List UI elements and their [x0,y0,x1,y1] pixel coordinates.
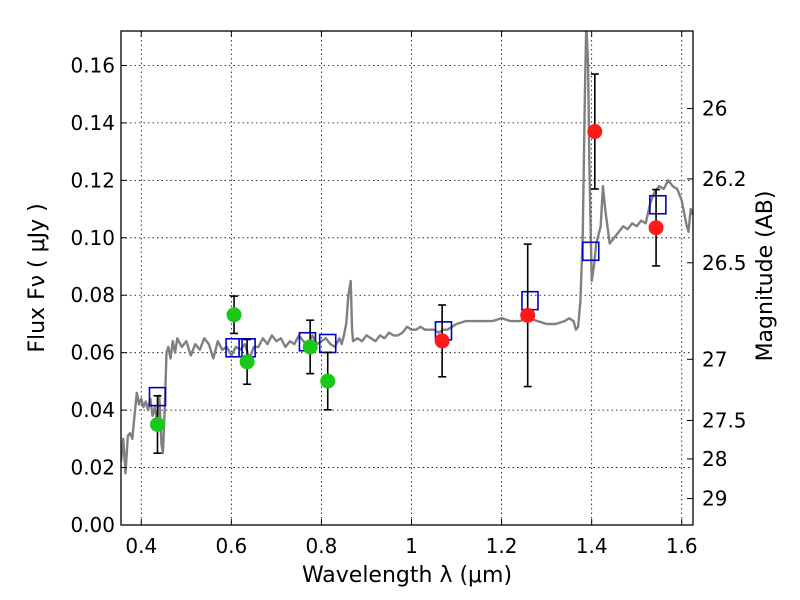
y-tick-label: 0.16 [70,53,115,77]
y-tick-label: 0.04 [70,398,115,422]
y-tick-label: 0.00 [70,513,115,537]
y-tick-label: 0.10 [70,226,115,250]
x-tick-label: 0.4 [125,534,157,558]
x-axis-title: Wavelength λ (μm) [302,563,512,588]
ir-point [520,307,536,323]
x-tick-label: 1.4 [576,534,608,558]
x-tick-label: 0.8 [306,534,338,558]
model-photometry-box [581,241,600,262]
x-tick-label: 0.6 [215,534,247,558]
y2-tick-label: 27.5 [702,408,747,432]
hst-point [320,373,336,389]
hst-point [226,307,242,323]
hst-point [239,354,255,370]
y-axis-title-right: Magnitude (AB) [753,191,778,362]
y-tick-label: 0.14 [70,111,115,135]
y2-tick-label: 26 [702,97,727,121]
y2-tick-label: 27 [702,347,727,371]
y2-tick-label: 26.2 [702,167,747,191]
y2-tick-label: 28 [702,447,727,471]
grid-lines [121,31,693,525]
x-tick-label: 1 [405,534,418,558]
model-spectrum-line [121,31,693,475]
hst-point [302,339,318,355]
model-photometry-layer [148,194,667,407]
tick-marks [121,31,693,526]
x-tick-label: 1.2 [486,534,518,558]
model-photometry-box [318,333,337,354]
y-axis-title-left: Flux Fν ( μJy ) [25,203,50,352]
y2-tick-label: 26.5 [702,251,747,275]
y-tick-label: 0.06 [70,341,115,365]
x-tick-label: 1.6 [666,534,698,558]
tick-labels: 0.4 0.6 0.8 1 1.2 1.4 1.6 0.00 0.02 0.04 0.06 0.08 0… [70,53,746,558]
model-photometry-box [521,290,539,311]
model-photometry-box [225,337,243,358]
ir-point [648,220,664,236]
y-tick-label: 0.02 [70,456,115,480]
model-photometry-box [649,194,667,215]
y-tick-label: 0.08 [70,283,115,307]
plot-frame [120,30,694,526]
hst-point [149,416,165,432]
y2-tick-label: 29 [702,487,727,511]
model-spectrum-layer [121,31,693,475]
y-tick-label: 0.12 [70,168,115,192]
ir-point [587,124,603,140]
observed-points-layer [149,124,664,432]
ir-point [434,333,450,349]
